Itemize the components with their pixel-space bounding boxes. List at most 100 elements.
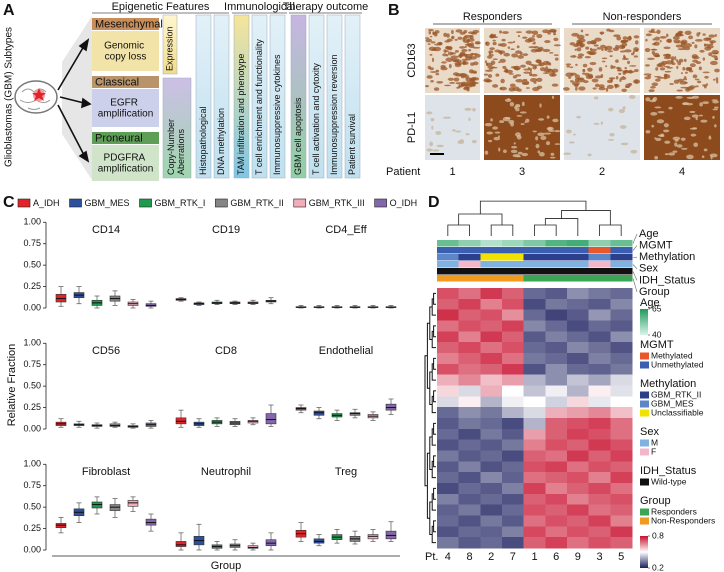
stain — [710, 155, 713, 160]
stain — [699, 49, 705, 53]
stain — [676, 65, 679, 70]
annotation-cell — [567, 268, 590, 275]
stain — [678, 34, 684, 37]
stain — [515, 74, 522, 77]
stain — [601, 60, 606, 63]
heat-cell — [588, 472, 611, 484]
stain — [528, 46, 537, 49]
stain — [607, 138, 615, 141]
stain — [455, 130, 462, 133]
subtype-body — [92, 89, 159, 127]
heat-cell — [502, 374, 525, 386]
dendrogram — [433, 422, 436, 435]
stain — [523, 71, 531, 74]
panel-title: Fibroblast — [82, 466, 130, 478]
stain — [582, 68, 586, 73]
stain — [432, 149, 440, 152]
feature-label: Immunosuppressive cytokines — [272, 54, 282, 175]
stain — [549, 72, 556, 77]
stain — [569, 80, 574, 83]
patient-id: 3 — [519, 166, 525, 178]
stain — [490, 118, 493, 122]
stain — [616, 36, 622, 41]
stain — [694, 44, 698, 49]
stain — [691, 54, 698, 59]
stain — [712, 115, 715, 119]
stain — [578, 86, 586, 91]
legend-swatch — [640, 391, 649, 399]
stain — [429, 53, 433, 56]
stain — [502, 149, 507, 154]
stain — [530, 48, 539, 53]
stain — [461, 49, 468, 52]
stain — [468, 69, 474, 74]
heat-cell — [480, 342, 503, 354]
stain — [462, 61, 466, 65]
stain — [551, 83, 559, 87]
heat-cell — [545, 396, 568, 408]
heat-cell — [523, 526, 546, 538]
heat-cell — [523, 450, 546, 462]
stain — [574, 74, 580, 79]
annotation-cell — [610, 247, 633, 254]
stain — [547, 127, 552, 131]
stain — [509, 83, 516, 88]
heat-cell — [502, 331, 525, 343]
subtype-name: Mesenchymal — [95, 18, 163, 30]
stain — [633, 68, 639, 73]
colorbar-label: 0.2 — [652, 562, 664, 572]
heat-cell — [545, 493, 568, 506]
stain — [443, 32, 448, 37]
stain — [430, 41, 436, 44]
stain — [702, 57, 706, 61]
colorbar — [640, 309, 648, 335]
heat-cell — [480, 483, 503, 495]
stain — [428, 28, 434, 32]
heat-cell — [588, 428, 611, 441]
stain — [693, 142, 699, 148]
stain — [633, 35, 640, 39]
stain — [505, 69, 513, 74]
stain — [580, 29, 584, 33]
annotation-cell — [610, 240, 633, 247]
stain — [680, 72, 683, 75]
stain — [710, 41, 714, 46]
stain — [552, 118, 559, 123]
heat-cell — [458, 526, 481, 538]
stain — [615, 59, 619, 63]
subtype-name: Classical — [95, 76, 139, 88]
annotation-cell — [610, 254, 633, 261]
heat-cell — [458, 331, 481, 343]
heat-cell — [610, 331, 633, 343]
stain — [692, 74, 698, 79]
stain — [445, 57, 454, 62]
micrograph-bg — [644, 95, 720, 160]
heat-cell — [567, 428, 590, 441]
heat-cell — [437, 298, 460, 311]
stain — [697, 80, 702, 84]
annotation-cell — [523, 261, 546, 268]
legend-swatch — [139, 198, 152, 208]
heat-cell — [567, 483, 590, 495]
annotation-cell — [567, 247, 590, 254]
heat-cell — [523, 374, 546, 386]
stain — [714, 106, 719, 109]
stain — [550, 152, 555, 156]
stain — [536, 34, 543, 39]
heat-cell — [567, 288, 590, 300]
stain — [436, 144, 444, 148]
micrograph — [563, 94, 640, 160]
legend-swatch — [640, 409, 649, 417]
stain — [549, 156, 556, 159]
feature-label: T cell enrichment and functionality — [254, 39, 264, 175]
stain — [663, 73, 668, 78]
heat-cell — [458, 353, 481, 365]
stain — [618, 108, 625, 114]
subtype-feature: Genomic copy loss — [104, 40, 147, 62]
annotation-cell — [545, 247, 568, 254]
stain — [500, 78, 505, 84]
stain — [714, 124, 717, 128]
legend-title: IDH_Status — [640, 465, 697, 477]
